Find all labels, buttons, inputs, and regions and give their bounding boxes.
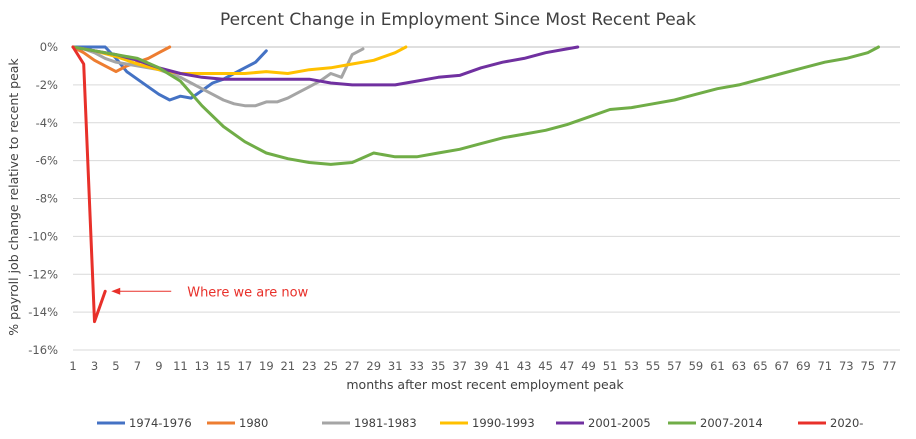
annotation-arrow-head xyxy=(111,287,121,295)
x-tick-label: 61 xyxy=(710,359,725,373)
legend-label: 1990-1993 xyxy=(472,416,535,430)
x-tick-label: 19 xyxy=(259,359,274,373)
x-tick-label: 63 xyxy=(732,359,747,373)
x-axis-label: months after most recent employment peak xyxy=(346,377,624,392)
y-tick-label: -2% xyxy=(36,78,58,92)
x-tick-label: 77 xyxy=(882,359,897,373)
legend-label: 2001-2005 xyxy=(588,416,651,430)
x-tick-label: 33 xyxy=(409,359,424,373)
x-tick-label: 25 xyxy=(323,359,338,373)
y-tick-label: -12% xyxy=(28,267,58,281)
series-lines xyxy=(71,45,880,324)
x-tick-label: 75 xyxy=(860,359,875,373)
y-tick-label: -8% xyxy=(36,192,58,206)
series-line xyxy=(71,45,880,166)
x-tick-label: 29 xyxy=(366,359,381,373)
legend-label: 2007-2014 xyxy=(700,416,763,430)
annotation-text: Where we are now xyxy=(187,285,308,300)
x-tick-label: 67 xyxy=(775,359,790,373)
x-tick-label: 11 xyxy=(173,359,188,373)
y-tick-label: -16% xyxy=(28,343,58,357)
legend-label: 1980 xyxy=(239,416,268,430)
series-line xyxy=(71,45,107,324)
x-tick-label: 73 xyxy=(839,359,854,373)
legend: 1974-1976 1980 1981-1983 1990-1993 2001-2005… xyxy=(97,416,863,430)
x-tick-label: 15 xyxy=(216,359,231,373)
x-tick-label: 59 xyxy=(689,359,704,373)
x-tick-label: 5 xyxy=(112,359,119,373)
x-tick-label: 71 xyxy=(817,359,832,373)
y-tick-labels: 0% -2% -4% -6% -8% -10% -12% -14% -16% xyxy=(28,40,58,357)
annotation: Where we are now xyxy=(111,285,309,300)
x-tick-label: 65 xyxy=(753,359,768,373)
series-line xyxy=(71,45,172,74)
x-tick-label: 31 xyxy=(388,359,403,373)
y-axis-label: % payroll job change relative to recent … xyxy=(6,58,21,336)
x-tick-label: 57 xyxy=(667,359,682,373)
x-tick-label: 47 xyxy=(560,359,575,373)
legend-label: 1974-1976 xyxy=(129,416,192,430)
x-tick-label: 45 xyxy=(538,359,553,373)
series-line xyxy=(71,45,365,108)
x-tick-label: 35 xyxy=(431,359,446,373)
x-tick-label: 39 xyxy=(474,359,489,373)
x-tick-label: 27 xyxy=(345,359,360,373)
x-tick-label: 41 xyxy=(495,359,510,373)
x-tick-label: 43 xyxy=(517,359,532,373)
x-tick-labels: 1 3 5 7 9 11 13 15 17 19 21 23 25 27 29 31 33 35 37 39 41 43 4… xyxy=(69,359,896,373)
x-tick-label: 1 xyxy=(69,359,76,373)
x-tick-label: 23 xyxy=(302,359,317,373)
x-tick-label: 55 xyxy=(646,359,661,373)
y-tick-label: 0% xyxy=(40,40,58,54)
x-tick-label: 17 xyxy=(238,359,253,373)
series-line xyxy=(71,45,408,75)
x-tick-label: 37 xyxy=(452,359,467,373)
legend-label: 2020- xyxy=(830,416,863,430)
y-tick-label: -4% xyxy=(36,116,58,130)
y-tick-label: -10% xyxy=(28,229,58,243)
x-tick-label: 9 xyxy=(155,359,162,373)
chart-title: Percent Change in Employment Since Most … xyxy=(220,10,696,30)
x-tick-label: 3 xyxy=(91,359,98,373)
y-tick-label: -6% xyxy=(36,154,58,168)
x-tick-label: 49 xyxy=(581,359,596,373)
x-tick-label: 69 xyxy=(796,359,811,373)
x-tick-label: 13 xyxy=(195,359,210,373)
x-tick-label: 7 xyxy=(134,359,141,373)
legend-label: 1981-1983 xyxy=(354,416,417,430)
x-tick-label: 51 xyxy=(603,359,618,373)
x-tick-label: 53 xyxy=(624,359,639,373)
x-tick-label: 21 xyxy=(280,359,295,373)
y-tick-label: -14% xyxy=(28,305,58,319)
